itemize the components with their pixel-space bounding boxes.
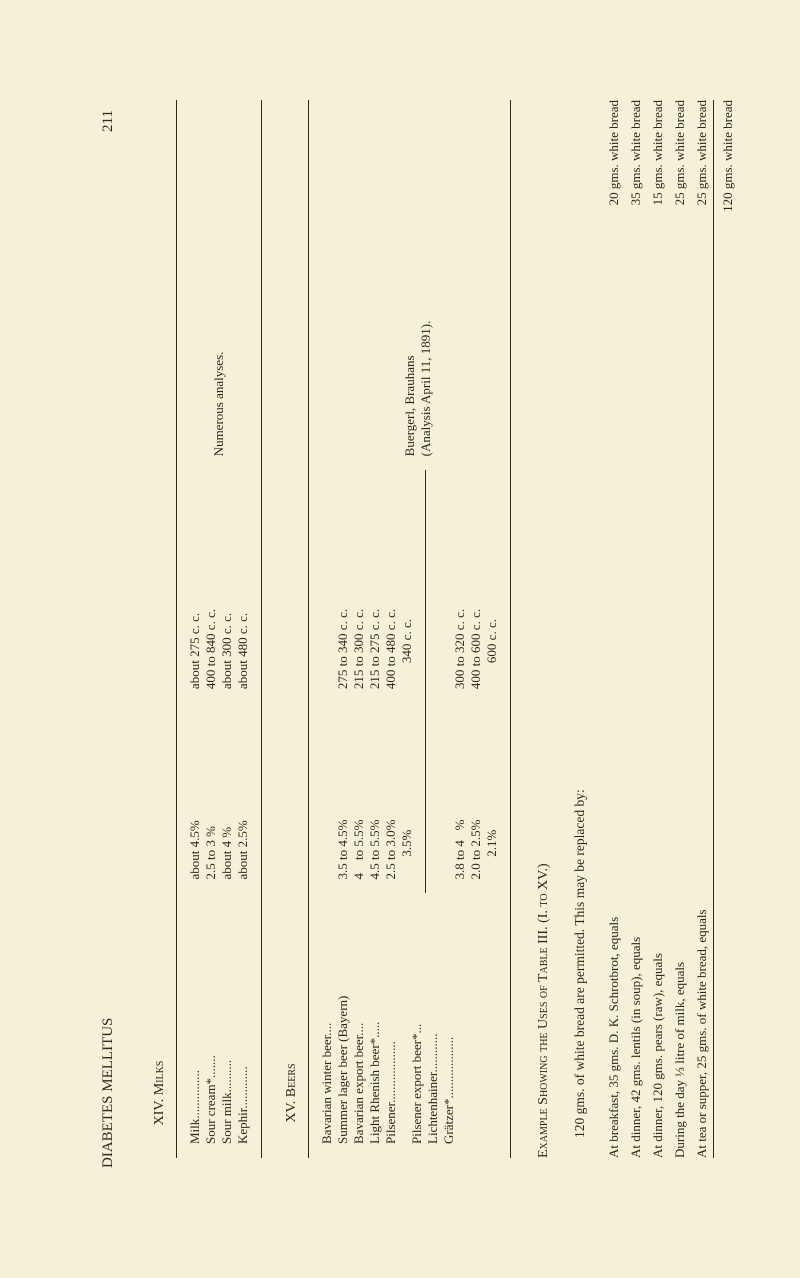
- content-area: XIV. Milks Milk............... Sour crea…: [152, 60, 739, 1218]
- milk-pct: about 4.5%: [187, 717, 203, 879]
- table-row: Bavarian winter beer.... Summer lager be…: [309, 100, 426, 1158]
- page-number: 211: [100, 110, 117, 132]
- beer-pct: 3.8 to 4 %: [452, 820, 467, 880]
- milks-label: XIV. Milks: [152, 1028, 168, 1158]
- milk-cc: about 480 c. c.: [235, 484, 251, 689]
- diet-item-right: 15 gms. white bread: [647, 100, 669, 433]
- diet-row: During the day ⅓ litre of milk, equals 2…: [669, 100, 691, 1158]
- beer-cc: 275 to 340 c. c.: [335, 609, 350, 689]
- diet-item-right: 25 gms. white bread: [691, 100, 714, 433]
- milks-section: XIV. Milks Milk............... Sour crea…: [152, 100, 262, 1158]
- beer-cc: 400 to 480 c. c.: [383, 609, 398, 689]
- diet-row: At tea or supper, 25 gms. of white bread…: [691, 100, 714, 1158]
- diet-item-right: 25 gms. white bread: [669, 100, 691, 433]
- milk-pct: about 2.5%: [235, 717, 251, 879]
- beer-pct: 3.5%: [399, 830, 414, 880]
- diet-total: 120 gms. white bread: [714, 100, 740, 433]
- milk-pct: 2.5 to 3 %: [203, 717, 219, 879]
- beer-cc: 400 to 600 c. c.: [468, 609, 483, 689]
- table-row: Milk............... Sour cream*....... S…: [177, 100, 262, 1158]
- milk-name: Kephir: [235, 1109, 250, 1144]
- page-content: DIABETES MELLITUS 211 XIV. Milks Milk...…: [0, 0, 800, 1278]
- beer-pct: 2.0 to 2.5%: [468, 820, 483, 880]
- beer-name: Light Rhenish beer*: [367, 1038, 382, 1144]
- diet-row: At dinner, 42 gms. lentils (in soup), eq…: [625, 100, 647, 1158]
- beer-name: Pilsener: [383, 1103, 398, 1144]
- diet-total-row: 120 gms. white bread: [714, 100, 740, 1158]
- milk-cc: 400 to 840 c. c.: [203, 484, 219, 689]
- beer-pct: 4 to 5.5%: [351, 820, 366, 880]
- beer-name: Summer lager beer (Bayern): [335, 996, 350, 1144]
- milks-method: Numerous analyses.: [211, 352, 226, 457]
- milk-pct: about 4 %: [219, 717, 235, 879]
- milk-name: Milk: [187, 1119, 202, 1144]
- beers-label: XV. Beers: [284, 1028, 300, 1158]
- milk-name: Sour milk: [219, 1092, 234, 1144]
- milk-cc: about 300 c. c.: [219, 484, 235, 689]
- beer-name: Pilsener export beer*: [409, 1034, 424, 1144]
- beer-pct: 4.5 to 5.5%: [367, 820, 382, 880]
- beer-cc: 215 to 275 c. c.: [367, 609, 382, 689]
- milk-cc: about 275 c. c.: [187, 484, 203, 689]
- milk-name: Sour cream*: [203, 1078, 218, 1144]
- diet-item-left: At dinner, 120 gms. pears (raw), equals: [647, 433, 669, 1158]
- permitted-line: 120 gms. of white bread are permitted. T…: [570, 100, 591, 1158]
- running-header: DIABETES MELLITUS 211: [100, 60, 117, 1218]
- beer-name: Lichtenhainer: [425, 1073, 440, 1144]
- beer-cc: 600 c. c.: [484, 619, 499, 689]
- diet-item-right: 35 gms. white bread: [625, 100, 647, 433]
- beer-pct: 2.1%: [484, 830, 499, 880]
- header-title: DIABETES MELLITUS: [100, 1018, 117, 1168]
- example-title: Example Showing the Uses of Table III. (…: [533, 100, 555, 1158]
- milks-table: Milk............... Sour cream*....... S…: [176, 100, 262, 1158]
- diet-row: At breakfast, 35 gms. D. K. Schrotbrot, …: [603, 100, 625, 1158]
- beer-cc: 300 to 320 c. c.: [452, 609, 467, 689]
- beer-name: Bavarian winter beer: [319, 1036, 334, 1144]
- example-section: Example Showing the Uses of Table III. (…: [533, 100, 739, 1158]
- diet-equivalence-table: At breakfast, 35 gms. D. K. Schrotbrot, …: [603, 100, 740, 1158]
- diet-item-left: During the day ⅓ litre of milk, equals: [669, 433, 691, 1158]
- diet-item-right: 20 gms. white bread: [603, 100, 625, 433]
- beers-table: Bavarian winter beer.... Summer lager be…: [308, 100, 511, 1158]
- beers-method: Buergerl, Brauhans (Analysis April 11, 1…: [402, 321, 433, 457]
- beer-pct: 2.5 to 3.0%: [383, 820, 398, 880]
- beer-cc: 215 to 300 c. c.: [351, 609, 366, 689]
- diet-item-left: At tea or supper, 25 gms. of white bread…: [691, 433, 714, 1158]
- diet-item-left: At dinner, 42 gms. lentils (in soup), eq…: [625, 433, 647, 1158]
- beer-name: Bavarian export beer: [351, 1036, 366, 1144]
- beer-pct: 3.5 to 4.5%: [335, 820, 350, 880]
- beer-name: Grätzer*: [441, 1099, 456, 1144]
- diet-row: At dinner, 120 gms. pears (raw), equals …: [647, 100, 669, 1158]
- beers-section: XV. Beers Bavarian winter beer.... Summe…: [284, 100, 511, 1158]
- beer-cc: 340 c. c.: [399, 619, 414, 689]
- diet-item-left: At breakfast, 35 gms. D. K. Schrotbrot, …: [603, 433, 625, 1158]
